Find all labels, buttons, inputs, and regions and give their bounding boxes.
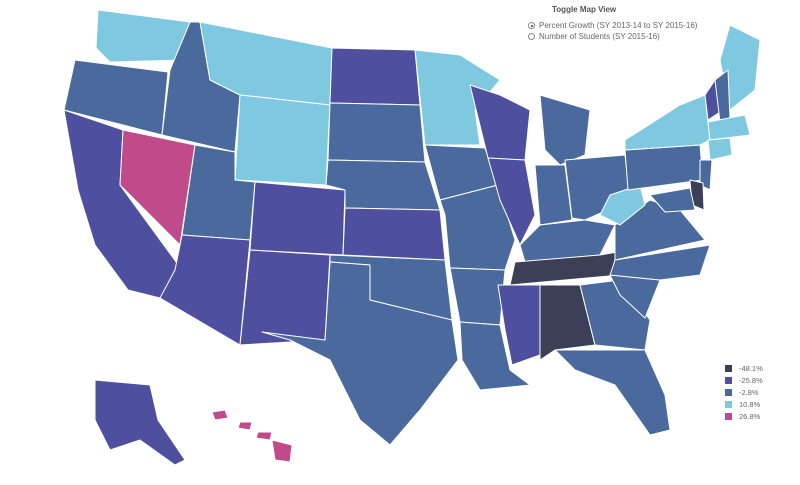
state-nm[interactable] [239,249,331,346]
option-number-of-students-label: Number of Students (SY 2015-16) [539,32,660,41]
state-me[interactable] [719,24,761,111]
state-il[interactable] [487,157,536,246]
toggle-map-view: Toggle Map View Percent Growth (SY 2013-… [520,5,720,42]
state-ar[interactable] [449,267,506,326]
state-sd[interactable] [327,102,426,163]
legend-item: -2.8% [724,386,763,398]
state-fl[interactable] [554,349,671,436]
legend-swatch [724,399,733,409]
state-wi[interactable] [469,84,531,161]
option-percent-growth-label: Percent Growth (SY 2013-14 to SY 2015-16… [539,21,698,30]
legend-swatch [724,375,733,385]
legend: -48.1% -25.8% -2.8% 10.8% 26.8% [724,362,763,422]
state-in[interactable] [534,164,573,226]
legend-label: -48.1% [739,363,763,373]
state-az[interactable] [159,234,251,346]
legend-item: 10.8% [724,398,763,410]
state-nc[interactable] [609,244,711,281]
state-wa[interactable] [95,9,191,63]
state-ms[interactable] [497,284,541,366]
legend-swatch [724,363,733,373]
legend-item: 26.8% [724,410,763,422]
state-co[interactable] [249,181,346,256]
state-ks[interactable] [342,207,446,261]
legend-label: -2.8% [739,387,759,397]
state-ma[interactable] [707,114,751,141]
legend-swatch [724,387,733,397]
radio-selected-icon[interactable] [528,22,535,29]
radio-unselected-icon[interactable] [528,33,535,40]
option-number-of-students[interactable]: Number of Students (SY 2015-16) [528,31,720,42]
state-ct[interactable] [707,137,733,161]
legend-item: -48.1% [724,362,763,374]
state-ny[interactable] [624,94,711,151]
legend-label: 10.8% [739,399,761,409]
state-wy[interactable] [234,94,331,186]
state-tx[interactable] [261,261,459,446]
state-hi[interactable] [211,409,293,463]
state-mi[interactable] [539,94,591,166]
legend-label: 26.8% [739,411,761,421]
legend-swatch [724,411,733,421]
legend-label: -25.8% [739,375,763,385]
state-md[interactable] [649,187,696,213]
state-nd[interactable] [329,47,421,106]
state-ak[interactable] [94,379,186,466]
state-al[interactable] [539,284,596,361]
state-la[interactable] [459,321,531,391]
legend-item: -25.8% [724,374,763,386]
option-percent-growth[interactable]: Percent Growth (SY 2013-14 to SY 2015-16… [528,20,720,31]
toggle-title: Toggle Map View [552,5,617,14]
